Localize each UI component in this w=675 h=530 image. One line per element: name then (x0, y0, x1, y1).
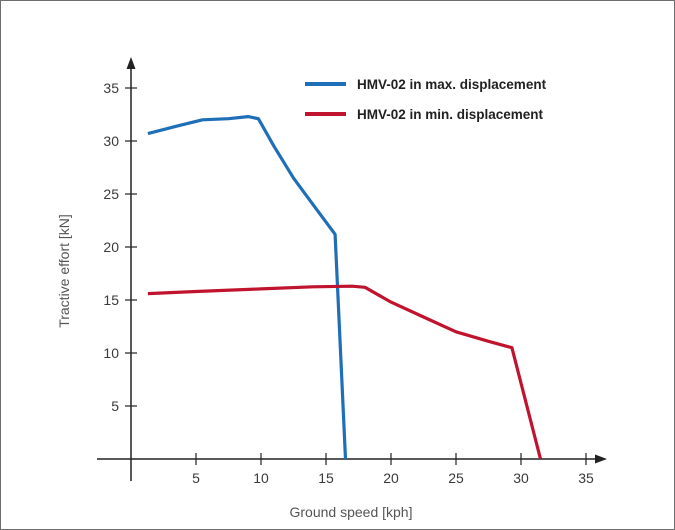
y-axis-title: Tractive effort [kN] (56, 214, 72, 328)
y-tick-label: 15 (103, 292, 119, 308)
x-tick-label: 35 (578, 470, 594, 486)
ticks: 5 10 15 20 25 30 35 5 10 15 20 25 30 35 (103, 80, 594, 486)
legend-label: HMV-02 in min. displacement (357, 107, 544, 122)
axes (97, 57, 607, 481)
y-tick-label: 10 (103, 345, 119, 361)
x-tick-label: 10 (253, 470, 269, 486)
series-line-min-displacement (147, 284, 543, 460)
y-axis-arrow (126, 57, 136, 69)
x-axis-arrow (595, 454, 607, 464)
series-line-max-displacement (147, 115, 348, 460)
y-tick-label: 30 (103, 133, 119, 149)
legend: HMV-02 in max. displacement HMV-02 in min… (305, 77, 547, 122)
y-tick-label: 25 (103, 186, 119, 202)
x-tick-label: 20 (383, 470, 399, 486)
x-tick-label: 5 (192, 470, 200, 486)
legend-label: HMV-02 in max. displacement (357, 77, 547, 92)
x-tick-label: 30 (513, 470, 529, 486)
x-tick-label: 25 (448, 470, 464, 486)
x-tick-label: 15 (318, 470, 334, 486)
y-tick-label: 5 (111, 398, 119, 414)
y-tick-label: 20 (103, 239, 119, 255)
series-lines (147, 115, 543, 460)
x-axis-title: Ground speed [kph] (290, 504, 413, 520)
y-tick-label: 35 (103, 80, 119, 96)
